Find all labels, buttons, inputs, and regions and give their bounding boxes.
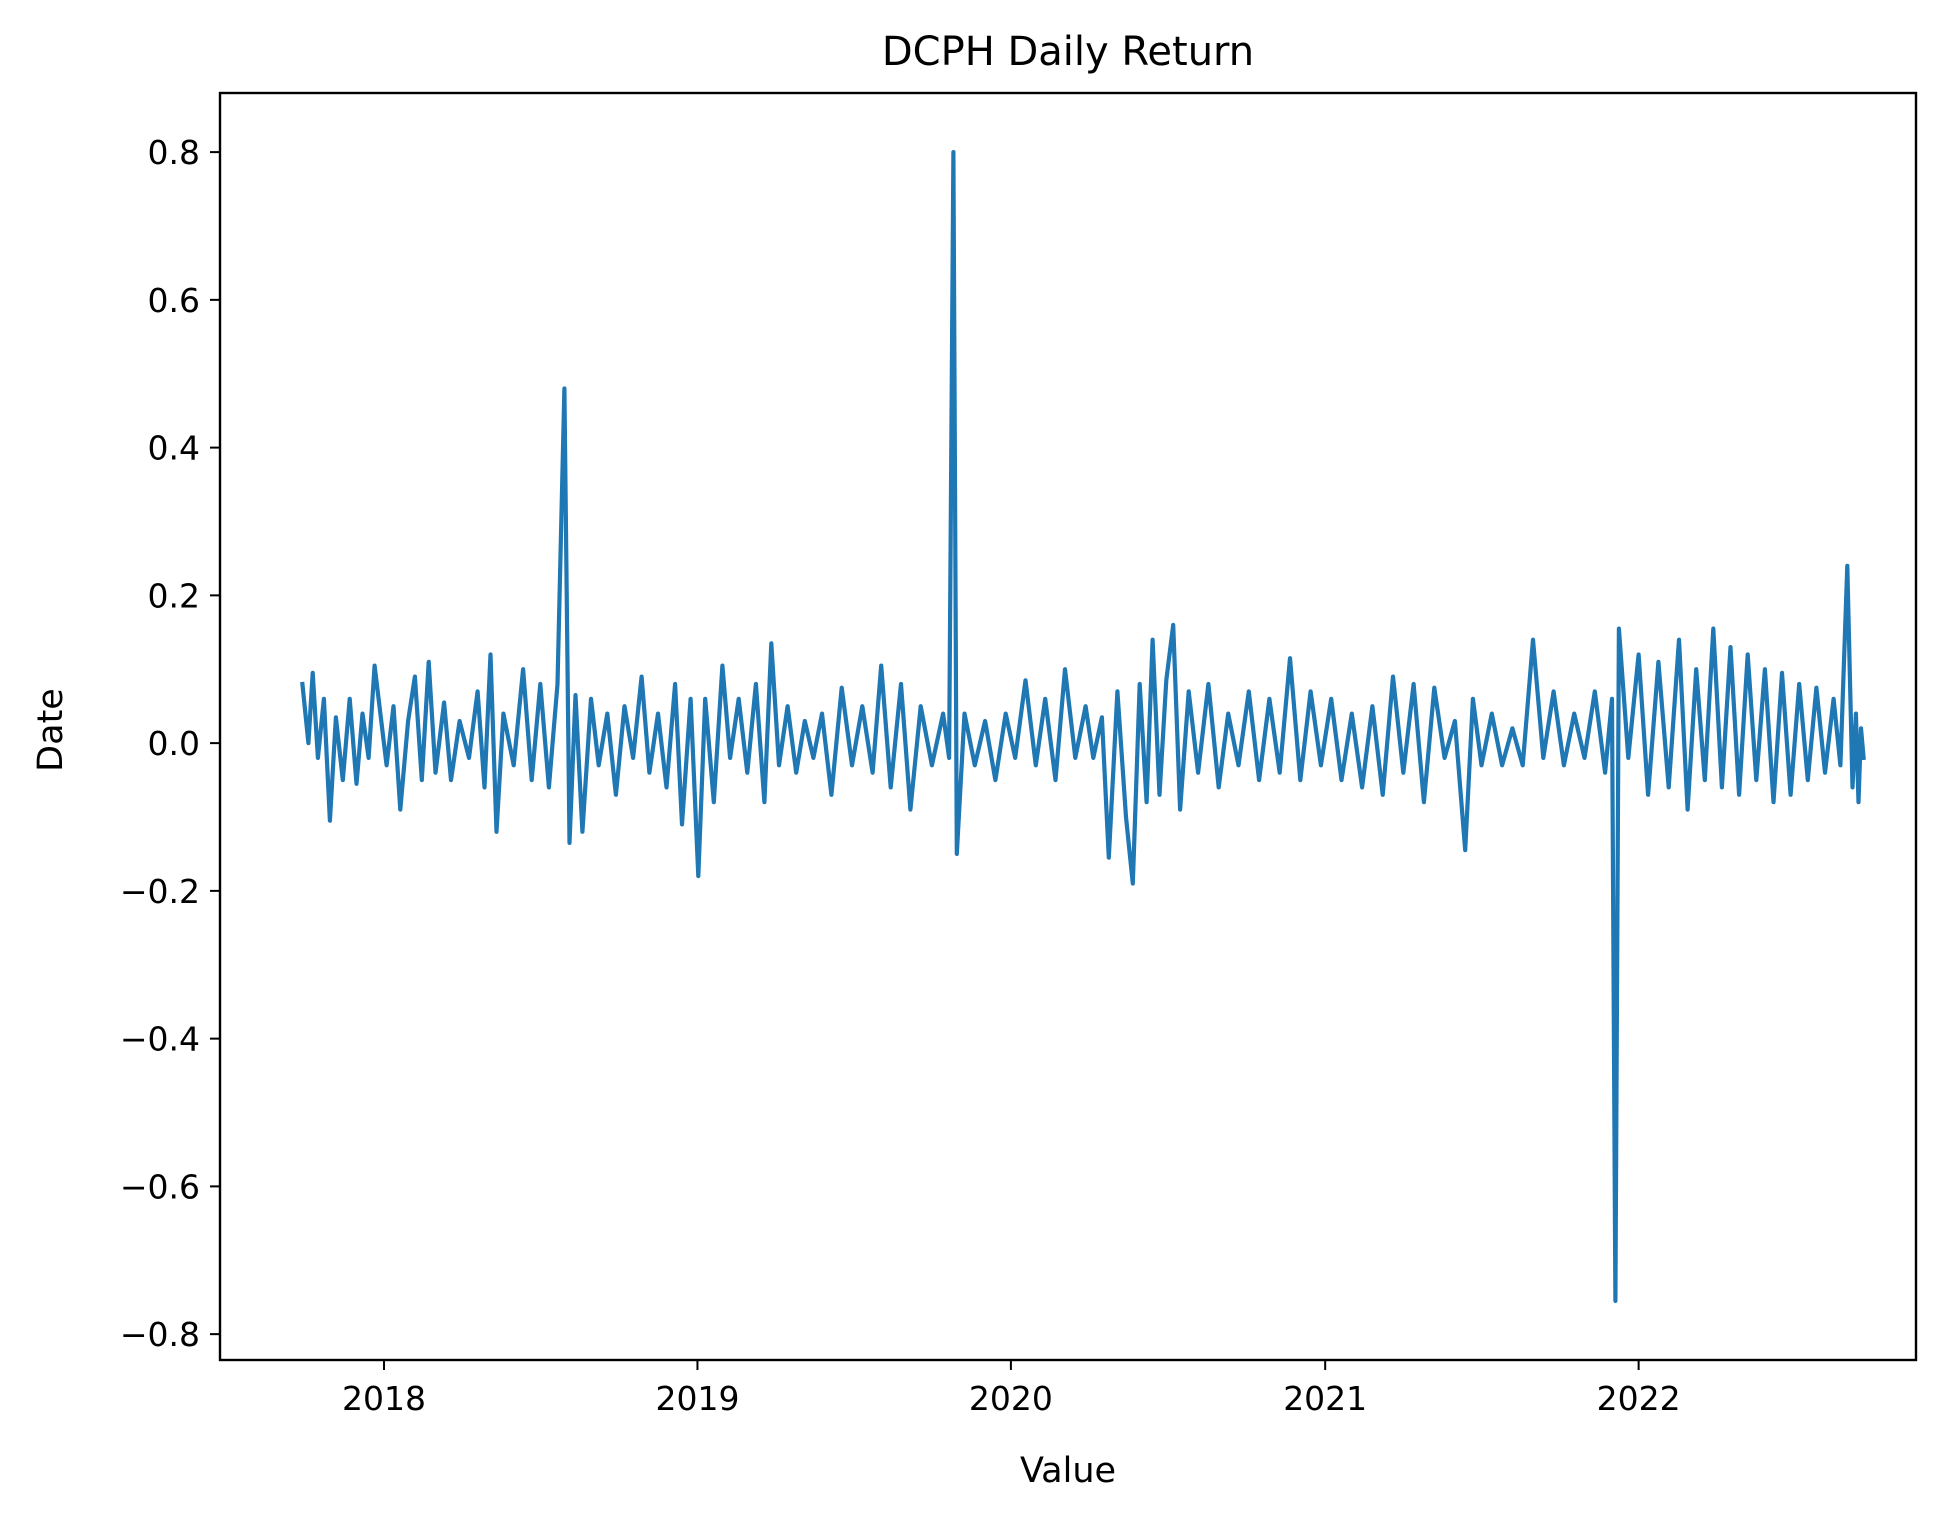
x-tick-label: 2020	[969, 1379, 1053, 1418]
y-axis: 0.8 0.6 0.4 0.2 0.0 −0.2 −0.4 −0.6 −0.8	[120, 133, 220, 1354]
plot-frame	[218, 91, 1918, 1362]
y-axis-label: Date	[31, 688, 71, 772]
x-axis: 2018 2019 2020 2021 2022	[342, 1360, 1681, 1418]
y-tick-label: 0.2	[148, 576, 200, 615]
y-tick-label: −0.8	[120, 1315, 200, 1354]
chart-title: DCPH Daily Return	[882, 29, 1254, 75]
series-line-0	[300, 150, 1866, 1303]
y-tick-label: 0.4	[148, 429, 200, 468]
x-axis-label: Value	[1020, 1451, 1116, 1491]
x-tick-label: 2019	[655, 1379, 739, 1418]
x-tick-label: 2021	[1283, 1379, 1367, 1418]
y-tick-label: −0.2	[120, 872, 200, 911]
x-tick-label: 2018	[342, 1379, 426, 1418]
series-layer	[300, 150, 1866, 1303]
y-tick-label: 0.8	[148, 133, 200, 172]
y-tick-label: 0.0	[148, 724, 200, 763]
y-tick-label: 0.6	[148, 281, 200, 320]
x-tick-label: 2022	[1597, 1379, 1681, 1418]
y-tick-label: −0.4	[120, 1020, 200, 1059]
y-tick-label: −0.6	[120, 1167, 200, 1206]
